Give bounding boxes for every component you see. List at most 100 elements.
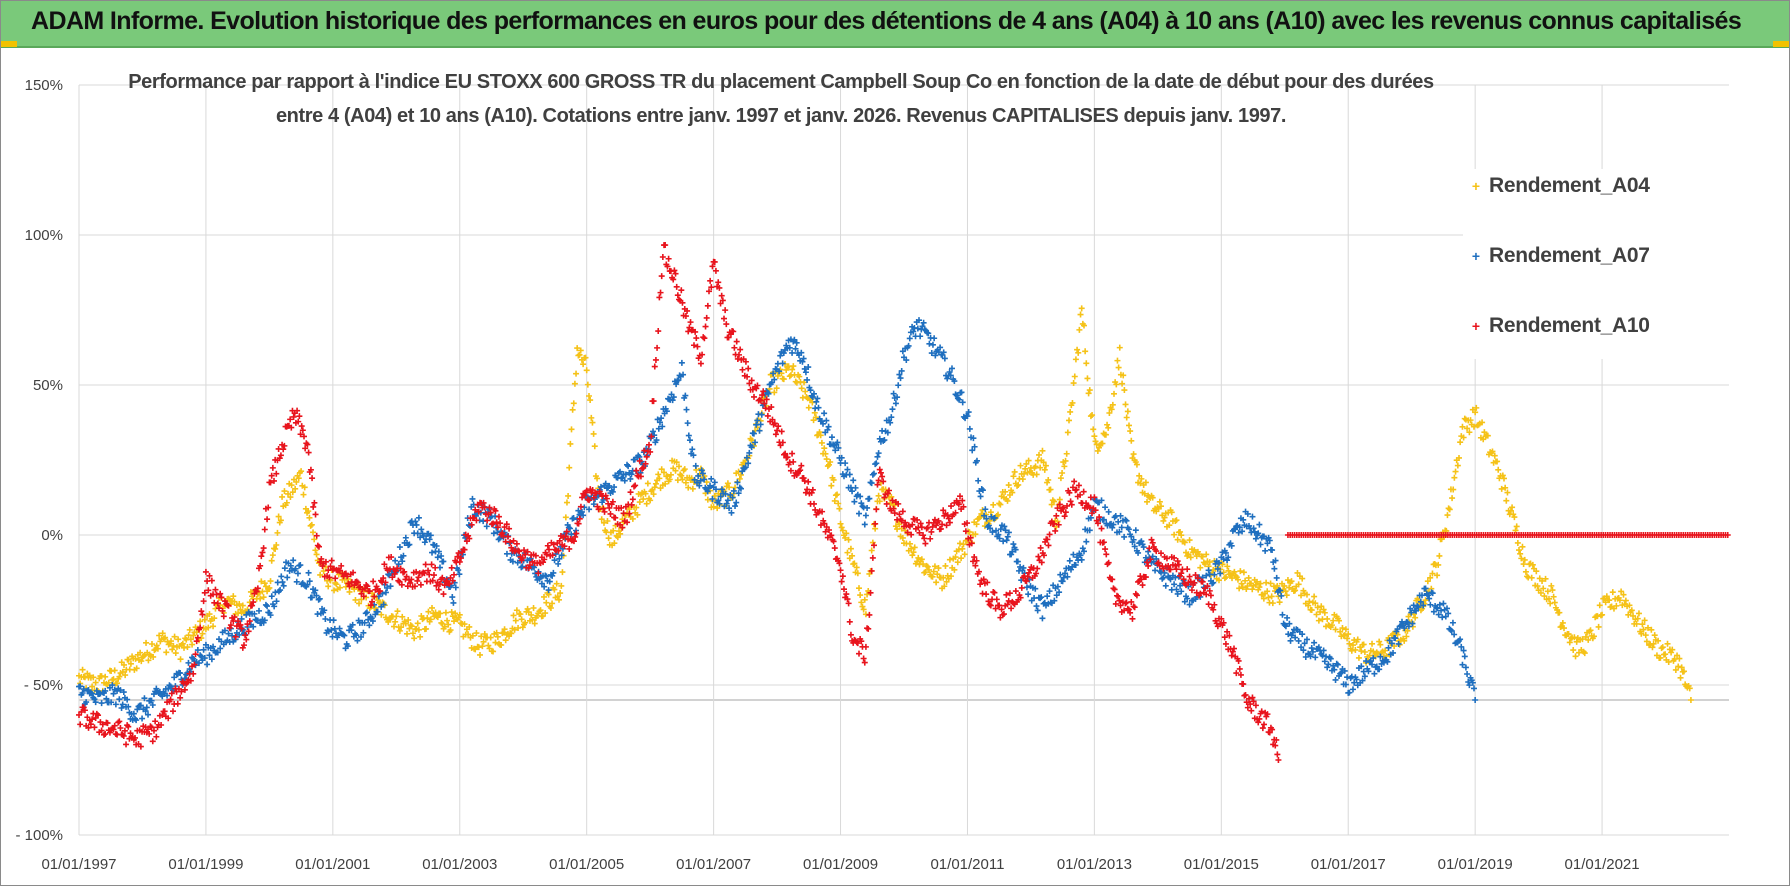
data-point — [842, 534, 849, 541]
data-point — [257, 595, 264, 602]
data-point — [166, 682, 173, 689]
data-point — [1047, 486, 1054, 493]
data-point — [1308, 645, 1315, 652]
data-point — [1236, 585, 1243, 592]
data-point — [910, 549, 917, 556]
legend: + Rendement_A04 + Rendement_A07 + Rendem… — [1463, 169, 1733, 359]
data-point — [643, 500, 650, 507]
data-point — [1080, 488, 1087, 495]
y-tick-label: 50% — [33, 377, 63, 394]
data-point — [627, 489, 634, 496]
data-point — [1313, 611, 1320, 618]
data-point — [430, 572, 437, 579]
data-point — [658, 415, 665, 422]
data-point — [102, 687, 109, 694]
data-point — [1312, 654, 1319, 661]
data-point — [1579, 636, 1586, 643]
data-point — [1111, 586, 1118, 593]
data-point — [1171, 581, 1178, 588]
data-point — [1634, 615, 1641, 622]
data-point — [1315, 617, 1322, 624]
data-point — [275, 513, 282, 520]
data-point — [149, 738, 156, 745]
data-point — [124, 696, 131, 703]
data-point — [948, 573, 955, 580]
data-point — [492, 639, 499, 646]
data-point — [1142, 479, 1149, 486]
data-point — [640, 496, 647, 503]
data-point — [543, 599, 550, 606]
data-point — [118, 704, 125, 711]
data-point — [268, 593, 275, 600]
data-point — [1295, 581, 1302, 588]
data-point — [177, 670, 184, 677]
data-point — [1220, 569, 1227, 576]
data-point — [305, 569, 312, 576]
data-point — [1609, 589, 1616, 596]
data-point — [1229, 575, 1236, 582]
data-point — [1008, 605, 1015, 612]
data-point — [303, 440, 310, 447]
data-point — [105, 679, 112, 686]
data-points — [76, 242, 1731, 763]
data-point — [449, 594, 456, 601]
data-point — [1626, 602, 1633, 609]
data-point — [1078, 305, 1085, 312]
data-point — [316, 543, 322, 550]
data-point — [1282, 588, 1289, 595]
data-point — [411, 635, 418, 642]
data-point — [979, 487, 986, 494]
data-point — [1657, 654, 1664, 661]
data-point — [116, 673, 123, 680]
data-point — [1436, 552, 1443, 559]
data-point — [678, 472, 685, 479]
data-point — [1650, 640, 1657, 647]
data-point — [295, 475, 302, 482]
data-point — [402, 534, 409, 541]
data-point — [1067, 498, 1074, 505]
data-point — [1061, 513, 1068, 520]
data-point — [1238, 580, 1245, 587]
data-point — [1687, 697, 1694, 703]
data-point — [1422, 597, 1429, 604]
data-point — [382, 589, 389, 596]
data-point — [91, 724, 98, 731]
data-point — [1613, 602, 1620, 609]
data-point — [642, 490, 649, 497]
data-point — [1166, 522, 1173, 529]
data-point — [1102, 504, 1109, 511]
data-point — [457, 620, 464, 627]
data-point — [133, 665, 140, 672]
data-point — [1454, 462, 1461, 469]
data-point — [1484, 432, 1491, 439]
data-point — [519, 624, 526, 631]
data-point — [1100, 539, 1107, 546]
data-point — [872, 520, 879, 527]
data-point — [1376, 638, 1383, 645]
data-point — [873, 506, 880, 513]
data-point — [512, 617, 519, 624]
data-point — [655, 471, 662, 478]
data-point — [448, 609, 455, 616]
data-point — [417, 633, 424, 640]
data-point — [1643, 638, 1650, 645]
data-point — [710, 503, 717, 510]
data-point — [612, 514, 619, 521]
data-point — [1287, 637, 1294, 644]
data-point — [354, 637, 361, 644]
data-point — [662, 242, 669, 249]
data-point — [153, 685, 160, 692]
data-point — [1082, 348, 1089, 355]
data-point — [960, 541, 967, 548]
data-point — [1160, 517, 1167, 524]
data-point — [745, 365, 752, 372]
data-point — [1137, 480, 1144, 487]
data-point — [325, 583, 332, 590]
data-point — [164, 692, 171, 699]
data-point — [1263, 579, 1270, 586]
data-point — [587, 397, 594, 404]
data-point — [1254, 578, 1260, 585]
data-point — [659, 254, 666, 261]
data-point — [93, 687, 100, 694]
data-point — [896, 521, 903, 528]
